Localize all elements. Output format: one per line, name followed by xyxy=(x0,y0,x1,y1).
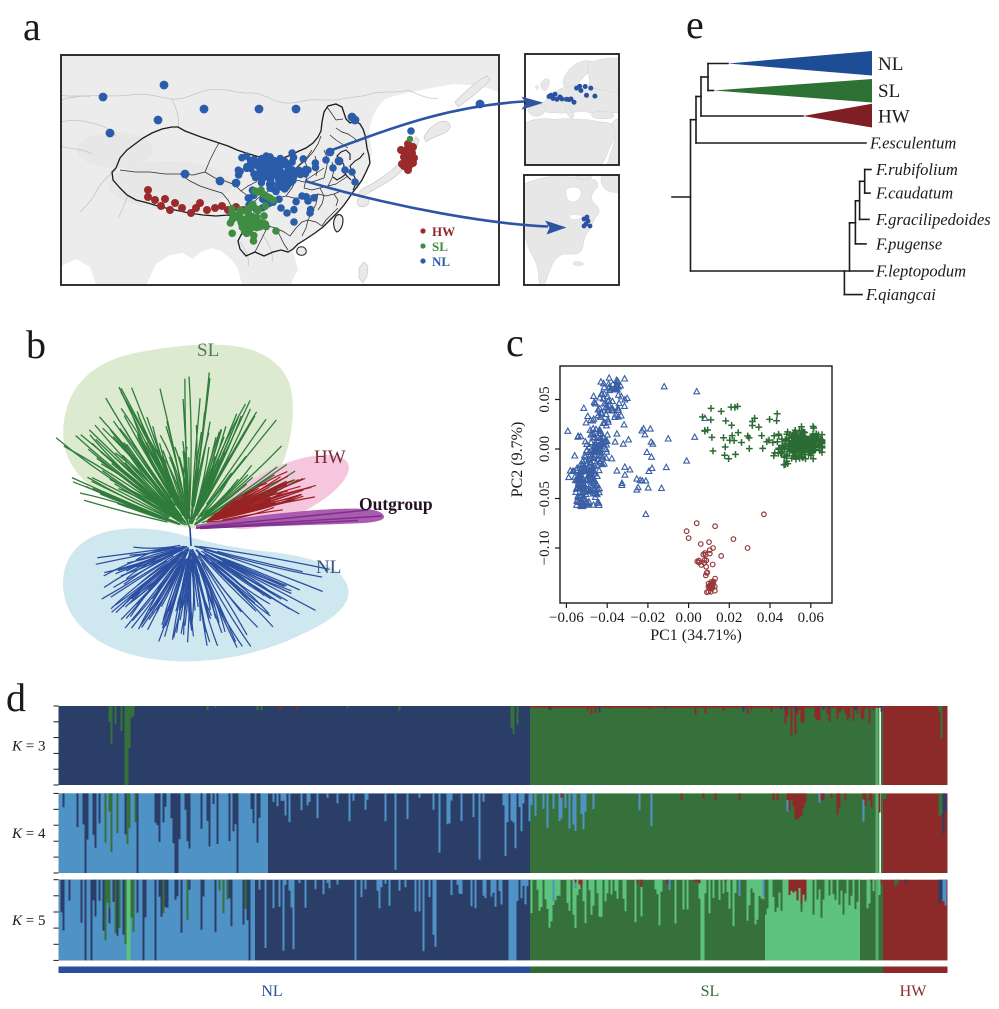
svg-text:Outgroup: Outgroup xyxy=(359,494,433,514)
svg-text:0.00: 0.00 xyxy=(537,436,553,462)
svg-text:NL: NL xyxy=(261,983,282,1000)
svg-text:0.04: 0.04 xyxy=(757,610,784,626)
svg-text:SL: SL xyxy=(197,340,219,361)
svg-text:c: c xyxy=(506,320,524,365)
svg-text:HW: HW xyxy=(878,107,910,128)
svg-text:b: b xyxy=(26,322,46,367)
svg-text:0.06: 0.06 xyxy=(798,610,825,626)
svg-text:0.02: 0.02 xyxy=(716,610,742,626)
svg-text:0.05: 0.05 xyxy=(537,386,553,412)
svg-text:d: d xyxy=(6,675,26,720)
svg-text:K = 5: K = 5 xyxy=(11,913,45,929)
svg-text:HW: HW xyxy=(432,224,455,239)
svg-text:HW: HW xyxy=(314,447,346,468)
svg-text:F.leptopodum: F.leptopodum xyxy=(875,262,966,281)
svg-text:−0.05: −0.05 xyxy=(537,481,553,516)
svg-text:NL: NL xyxy=(878,54,903,75)
svg-text:K = 3: K = 3 xyxy=(11,739,45,755)
svg-text:F.caudatum: F.caudatum xyxy=(875,184,953,203)
svg-text:K = 4: K = 4 xyxy=(11,826,46,842)
svg-text:e: e xyxy=(686,2,704,47)
svg-text:F.qiangcai: F.qiangcai xyxy=(865,285,936,304)
svg-text:F.rubifolium: F.rubifolium xyxy=(875,160,958,179)
svg-text:F.pugense: F.pugense xyxy=(875,235,942,254)
svg-text:−0.04: −0.04 xyxy=(590,610,625,626)
svg-text:0.00: 0.00 xyxy=(675,610,701,626)
svg-text:NL: NL xyxy=(432,254,450,269)
svg-text:−0.06: −0.06 xyxy=(549,610,584,626)
svg-text:NL: NL xyxy=(316,557,341,578)
svg-text:F.gracilipedoides: F.gracilipedoides xyxy=(875,210,991,229)
svg-text:PC2 (9.7%): PC2 (9.7%) xyxy=(509,422,526,498)
svg-text:SL: SL xyxy=(878,81,900,102)
svg-text:a: a xyxy=(23,4,41,49)
svg-text:SL: SL xyxy=(701,983,720,1000)
svg-text:−0.02: −0.02 xyxy=(631,610,666,626)
svg-text:SL: SL xyxy=(432,239,448,254)
svg-text:PC1 (34.71%): PC1 (34.71%) xyxy=(650,627,742,644)
svg-text:−0.10: −0.10 xyxy=(537,531,553,566)
svg-text:HW: HW xyxy=(900,983,928,1000)
svg-text:F.esculentum: F.esculentum xyxy=(869,134,956,153)
